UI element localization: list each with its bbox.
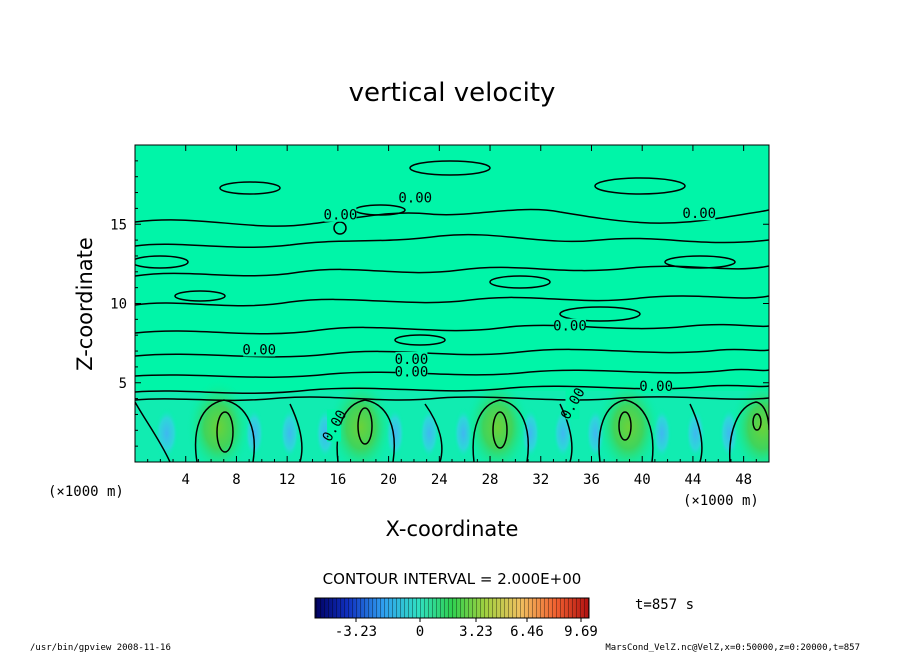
contour-cell (618, 411, 632, 441)
contour-cell (174, 290, 226, 302)
contour-label: 0.00 (639, 379, 673, 395)
contour-cell (594, 177, 686, 195)
contour-cell (333, 221, 347, 235)
contour-cell (559, 306, 641, 322)
downdraft-cell (279, 407, 300, 460)
y-tick-label: 15 (110, 217, 127, 233)
colorbar-tick-label: 0 (416, 624, 424, 640)
footer-right: MarsCond_VelZ.nc@VelZ,x=0:50000,z=0:2000… (605, 643, 860, 653)
x-tick-label: 12 (279, 472, 296, 488)
contour-line (135, 384, 769, 394)
contour-label-bg (553, 318, 586, 333)
contour-label: 0.00 (682, 206, 716, 222)
x-tick-label: 4 (182, 472, 190, 488)
contour-line (135, 233, 769, 249)
contour-cell (492, 411, 508, 449)
contour-line (689, 403, 703, 462)
contour-line (135, 368, 769, 378)
x-tick-label: 16 (329, 472, 346, 488)
y-axis: 5 10 15 (110, 160, 769, 447)
contour-label: 0.00 (395, 365, 429, 381)
contour-cell (664, 255, 736, 269)
chart-title: vertical velocity (349, 78, 556, 108)
colorbar-tick-label: 6.46 (510, 624, 544, 640)
contour-label-bg (399, 190, 432, 205)
x-tick-label: 48 (735, 472, 752, 488)
contour-label: 0.00 (324, 208, 358, 224)
colorbar-ticks: -3.23 0 3.23 6.46 9.69 (335, 618, 598, 640)
contour-label-bg (395, 364, 428, 379)
y-axis-label: Z-coordinate (73, 237, 97, 371)
contour-line (135, 323, 769, 335)
downdraft-cell (552, 407, 573, 460)
y-tick-label: 5 (119, 376, 127, 392)
contour-line (135, 396, 769, 402)
updraft-cell (465, 379, 530, 462)
contour-labels: 0.000.00 0.000.000.000.000.000.000.000.00 (242, 190, 716, 445)
downdraft-cell (419, 407, 440, 460)
x-tick-label: 40 (634, 472, 651, 488)
y-tick-label: 10 (110, 297, 127, 313)
contour-label-bg (324, 207, 357, 222)
updraft-cell (730, 379, 769, 462)
contour-label-bg (683, 206, 716, 221)
contour-interval-label: CONTOUR INTERVAL = 2.000E+00 (323, 570, 582, 588)
contour-line (194, 399, 255, 462)
contour-label: 0.00 (398, 190, 432, 206)
contour-label-bg (640, 378, 673, 393)
downdraft-cell (685, 407, 706, 460)
contour-line (424, 403, 443, 462)
contour-cell (216, 411, 234, 453)
contour-line (598, 399, 654, 462)
x-axis: 4 8 12 16 20 24 28 32 36 40 44 48 (147, 145, 757, 488)
colorbar-tick-label: 9.69 (564, 624, 598, 640)
contour-cell (394, 334, 446, 346)
contour-line (135, 401, 171, 462)
plot-area: 0.000.00 0.000.000.000.000.000.000.000.00 (134, 144, 770, 463)
downdraft-cell (154, 407, 179, 460)
x-unit-right: (×1000 m) (683, 493, 759, 509)
time-label: t=857 s (635, 597, 694, 613)
contour-label-bg (327, 409, 342, 442)
colorbar-tick-label: 3.23 (459, 624, 493, 640)
contour-label: 0.00 (395, 352, 429, 368)
contour-cell (489, 275, 551, 289)
x-tick-label: 36 (583, 472, 600, 488)
colorbar-tick-label: -3.23 (335, 624, 377, 640)
x-tick-label: 24 (431, 472, 448, 488)
footer-left: /usr/bin/gpview 2008-11-16 (30, 643, 171, 653)
x-tick-label: 8 (232, 472, 240, 488)
contour-line (472, 399, 529, 462)
contour-label: 0.00 (242, 342, 276, 358)
contour-line (135, 265, 769, 277)
x-tick-label: 44 (684, 472, 701, 488)
contour-line (729, 401, 769, 462)
contour-line (289, 403, 303, 462)
contour-cell (219, 181, 281, 195)
x-tick-label: 20 (380, 472, 397, 488)
colorbar-stripes (315, 598, 589, 618)
contour-line (559, 403, 573, 462)
contour-label: 0.00 (553, 319, 587, 335)
x-tick-label: 32 (532, 472, 549, 488)
contour-label-bg (565, 387, 580, 420)
contour-cell (752, 413, 762, 431)
contour-cell (135, 255, 189, 269)
x-axis-label: X-coordinate (386, 517, 519, 541)
colorbar-frame (314, 597, 590, 619)
updraft-cell (596, 379, 661, 462)
x-unit-left: (×1000 m) (48, 484, 124, 500)
colorbar: -3.23 0 3.23 6.46 9.69 (314, 597, 598, 640)
x-tick-label: 28 (482, 472, 499, 488)
contour-cell (409, 160, 491, 176)
contour-label-bg (395, 351, 428, 366)
contour-line (135, 295, 769, 307)
contour-label-bg (243, 342, 276, 357)
contour-cell (357, 407, 373, 445)
